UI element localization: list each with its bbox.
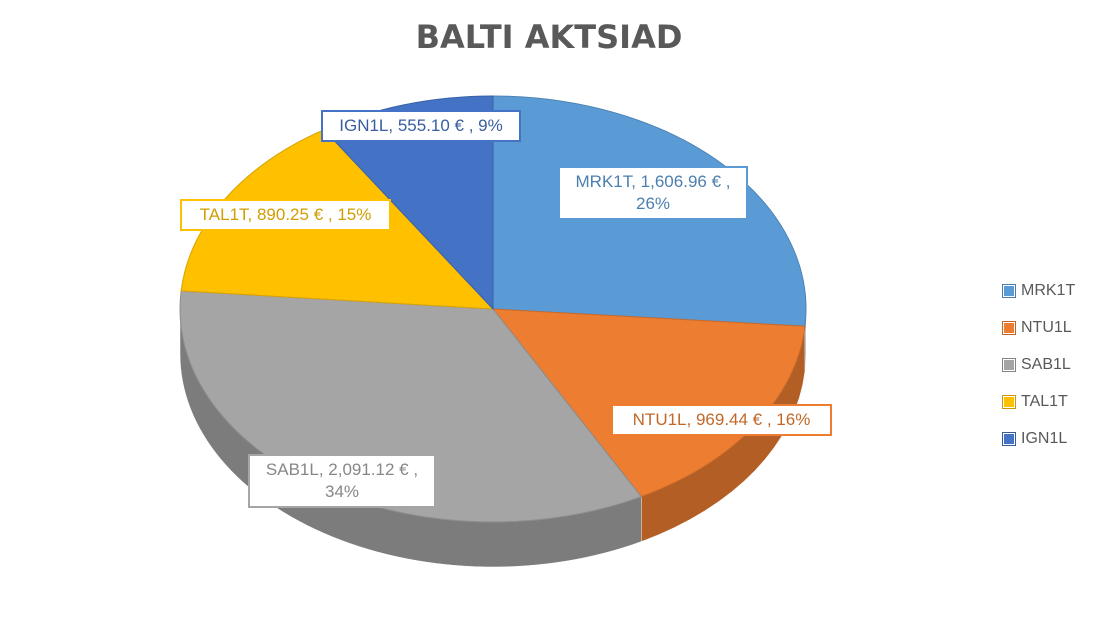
legend-item-tal1t: TAL1T: [1003, 383, 1075, 420]
chart-title: BALTI AKTSIAD: [415, 18, 683, 56]
legend-item-ntu1l: NTU1L: [1003, 309, 1075, 346]
legend-item-ign1l: IGN1L: [1003, 420, 1075, 457]
data-label-sab1l: SAB1L, 2,091.12 € , 34%: [248, 454, 436, 508]
legend-swatch: [1003, 432, 1015, 445]
legend-label: IGN1L: [1021, 429, 1068, 447]
legend-item-sab1l: SAB1L: [1003, 346, 1075, 383]
legend-label: MRK1T: [1021, 281, 1076, 299]
data-label-mrk1t: MRK1T, 1,606.96 € , 26%: [558, 166, 748, 220]
legend-label: SAB1L: [1021, 355, 1071, 373]
data-label-ntu1l: NTU1L, 969.44 € , 16%: [611, 404, 832, 436]
data-label-ign1l: IGN1L, 555.10 € , 9%: [321, 110, 521, 142]
data-label-tal1t: TAL1T, 890.25 € , 15%: [180, 199, 391, 231]
legend-swatch: [1003, 395, 1015, 408]
legend-item-mrk1t: MRK1T: [1003, 272, 1075, 309]
legend-swatch: [1003, 358, 1015, 371]
legend-swatch: [1003, 321, 1015, 334]
legend-label: TAL1T: [1021, 392, 1068, 410]
legend-label: NTU1L: [1021, 318, 1072, 336]
legend-swatch: [1003, 284, 1015, 297]
legend: MRK1T NTU1L SAB1L TAL1T IGN1L: [1003, 272, 1075, 457]
